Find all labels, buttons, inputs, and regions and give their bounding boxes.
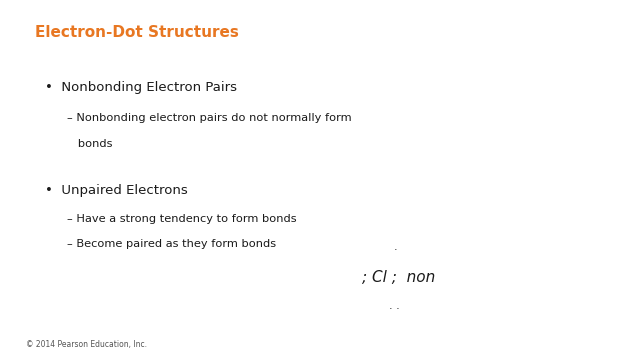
Text: Electron-Dot Structures: Electron-Dot Structures: [35, 25, 239, 40]
Text: · ·: · ·: [389, 304, 400, 314]
Text: •  Unpaired Electrons: • Unpaired Electrons: [45, 184, 188, 197]
Text: ·: ·: [394, 245, 397, 255]
Text: bonds: bonds: [67, 139, 113, 149]
Text: ; Cl ;  non: ; Cl ; non: [362, 270, 435, 285]
Text: – Nonbonding electron pairs do not normally form: – Nonbonding electron pairs do not norma…: [67, 113, 352, 123]
Text: © 2014 Pearson Education, Inc.: © 2014 Pearson Education, Inc.: [26, 340, 147, 349]
Text: – Have a strong tendency to form bonds: – Have a strong tendency to form bonds: [67, 214, 297, 224]
Text: – Become paired as they form bonds: – Become paired as they form bonds: [67, 239, 276, 249]
Text: •  Nonbonding Electron Pairs: • Nonbonding Electron Pairs: [45, 81, 237, 94]
